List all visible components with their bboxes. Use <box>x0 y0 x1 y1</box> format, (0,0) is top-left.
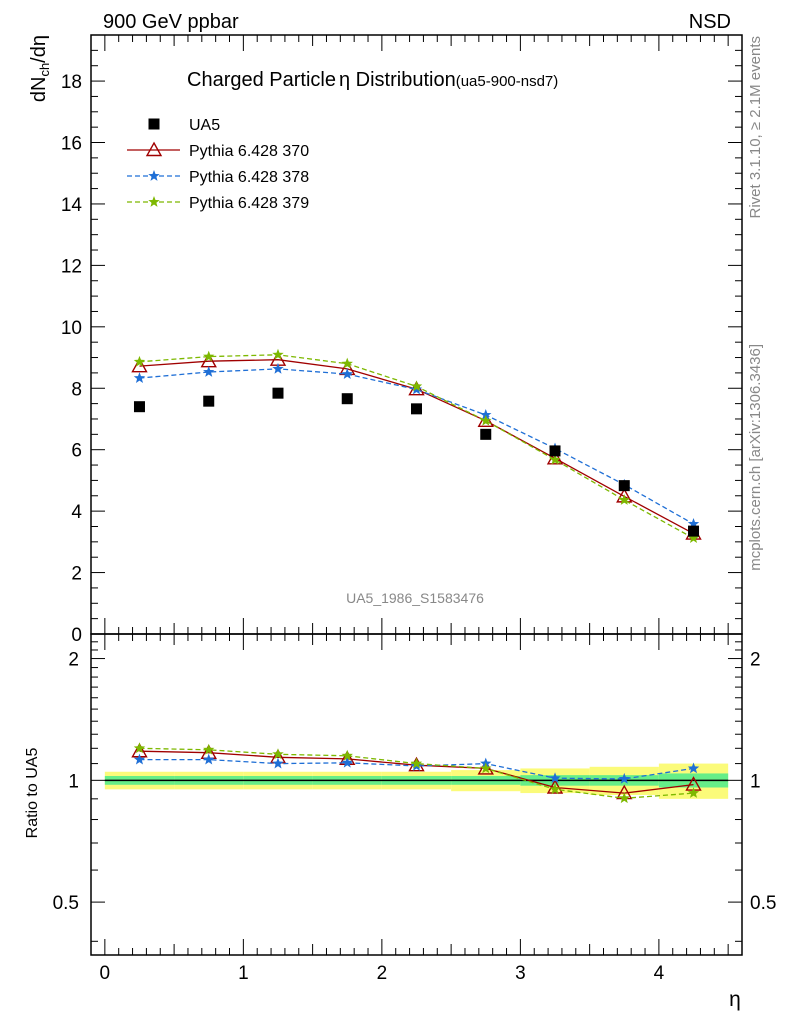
main-point-pythia-6-428-379 <box>687 532 700 544</box>
ratio-line-pythia-6-428-379 <box>139 747 694 799</box>
reference-band-layer <box>104 763 729 799</box>
ratio-y-tick-label: 1 <box>750 771 761 792</box>
legend: UA5 Pythia 6.428 370 Pythia 6.428 378 Pythi… <box>127 117 309 212</box>
main-y-tick-label: 18 <box>61 72 82 93</box>
main-point-ua5 <box>688 525 700 537</box>
main-point-pythia-6-428-370 <box>131 357 148 373</box>
x-tick-label: 3 <box>515 963 526 984</box>
x-tick-label: 2 <box>377 963 388 984</box>
x-tick-label: 1 <box>238 963 249 984</box>
ratio-point-pythia-6-428-379 <box>203 743 215 755</box>
main-point-ua5 <box>203 395 215 407</box>
main-y-tick-label: 8 <box>71 379 82 400</box>
legend-label: Pythia 6.428 378 <box>189 169 309 186</box>
main-point-pythia-6-428-379 <box>272 348 284 360</box>
main-point-ua5 <box>549 445 561 457</box>
main-point-ua5 <box>341 393 353 405</box>
main-point-pythia-6-428-379 <box>341 357 353 369</box>
ratio-point-pythia-6-428-378 <box>618 772 630 784</box>
legend-marker <box>148 118 160 130</box>
ratio-y-tick-label: 2 <box>68 650 79 671</box>
ratio-y-tick-label: 2 <box>750 650 761 671</box>
main-line-pythia-6-428-378 <box>139 368 694 525</box>
main-point-ua5 <box>272 387 284 399</box>
main-point-pythia-6-428-378 <box>687 518 700 529</box>
main-point-pythia-6-428-379 <box>618 494 630 505</box>
legend-label: Pythia 6.428 379 <box>189 195 309 212</box>
main-y-tick-label: 12 <box>61 256 82 277</box>
ratio-point-pythia-6-428-379 <box>480 762 492 774</box>
ratio-line-pythia-6-428-378 <box>139 758 694 780</box>
main-point-pythia-6-428-379 <box>133 355 146 367</box>
main-y-tick-label: 16 <box>61 134 82 155</box>
main-point-pythia-6-428-379 <box>480 414 492 426</box>
ratio-point-pythia-6-428-379 <box>687 787 700 798</box>
main-point-ua5 <box>133 401 145 413</box>
main-y-axis-label: dNch/dη <box>28 35 52 102</box>
main-point-pythia-6-428-378 <box>341 368 353 379</box>
legend-label: Pythia 6.428 370 <box>189 143 309 160</box>
main-point-pythia-6-428-379 <box>410 380 423 392</box>
ratio-point-pythia-6-428-379 <box>410 757 423 769</box>
analysis-id-label: UA5_1986_S1583476 <box>346 590 484 606</box>
data-layer <box>131 348 702 804</box>
main-point-pythia-6-428-379 <box>549 453 561 465</box>
ratio-point-pythia-6-428-379 <box>272 748 284 760</box>
legend-label: UA5 <box>189 117 220 134</box>
ratio-point-pythia-6-428-379 <box>549 783 561 795</box>
ratio-point-pythia-6-428-379 <box>341 749 353 761</box>
ratio-point-pythia-6-428-378 <box>687 762 700 774</box>
x-tick-label: 0 <box>100 963 111 984</box>
header-left-label: 900 GeV ppbar <box>103 11 239 33</box>
main-y-tick-label: 4 <box>71 502 82 523</box>
ratio-point-pythia-6-428-378 <box>549 772 561 784</box>
ratio-y-tick-label: 0.5 <box>750 893 776 914</box>
main-point-pythia-6-428-379 <box>203 350 215 362</box>
ratio-point-pythia-6-428-378 <box>341 756 353 768</box>
main-y-tick-label: 10 <box>61 318 82 339</box>
main-point-ua5 <box>411 403 422 415</box>
ratio-y-tick-label: 0.5 <box>53 893 79 914</box>
legend-marker <box>145 141 163 157</box>
main-point-pythia-6-428-378 <box>133 372 146 383</box>
legend-marker <box>148 196 160 207</box>
mcplots-credit-label: mcplots.cern.ch [arXiv:1306.3436] <box>747 344 764 571</box>
main-point-pythia-6-428-378 <box>203 365 215 377</box>
ratio-y-axis-label: Ratio to UA5 <box>24 748 41 839</box>
main-point-pythia-6-428-378 <box>272 362 284 374</box>
x-tick-label: 4 <box>654 963 665 984</box>
ratio-y-tick-label: 1 <box>68 771 79 792</box>
ratio-point-pythia-6-428-378 <box>203 753 215 765</box>
main-point-pythia-6-428-378 <box>480 408 492 420</box>
ratio-point-pythia-6-428-378 <box>133 753 146 765</box>
main-point-ua5 <box>480 428 492 440</box>
main-y-tick-label: 14 <box>61 195 83 216</box>
ratio-panel-frame <box>90 633 743 956</box>
ratio-point-pythia-6-428-379 <box>133 742 146 754</box>
main-y-tick-label: 2 <box>71 564 82 585</box>
header-right-label: NSD <box>689 11 731 33</box>
ratio-point-pythia-6-428-379 <box>618 792 630 804</box>
ratio-point-pythia-6-428-370 <box>546 779 564 794</box>
legend-marker <box>148 170 160 181</box>
main-y-tick-label: 6 <box>71 441 82 462</box>
main-point-ua5 <box>618 480 630 492</box>
ratio-point-pythia-6-428-378 <box>272 757 284 769</box>
main-title: Charged Particle η Distribution(ua5-900-n… <box>187 69 558 91</box>
main-y-tick-label: 0 <box>71 625 82 646</box>
rivet-version-label: Rivet 3.1.10, ≥ 2.1M events <box>747 36 764 219</box>
x-axis-label: η <box>729 988 741 1011</box>
